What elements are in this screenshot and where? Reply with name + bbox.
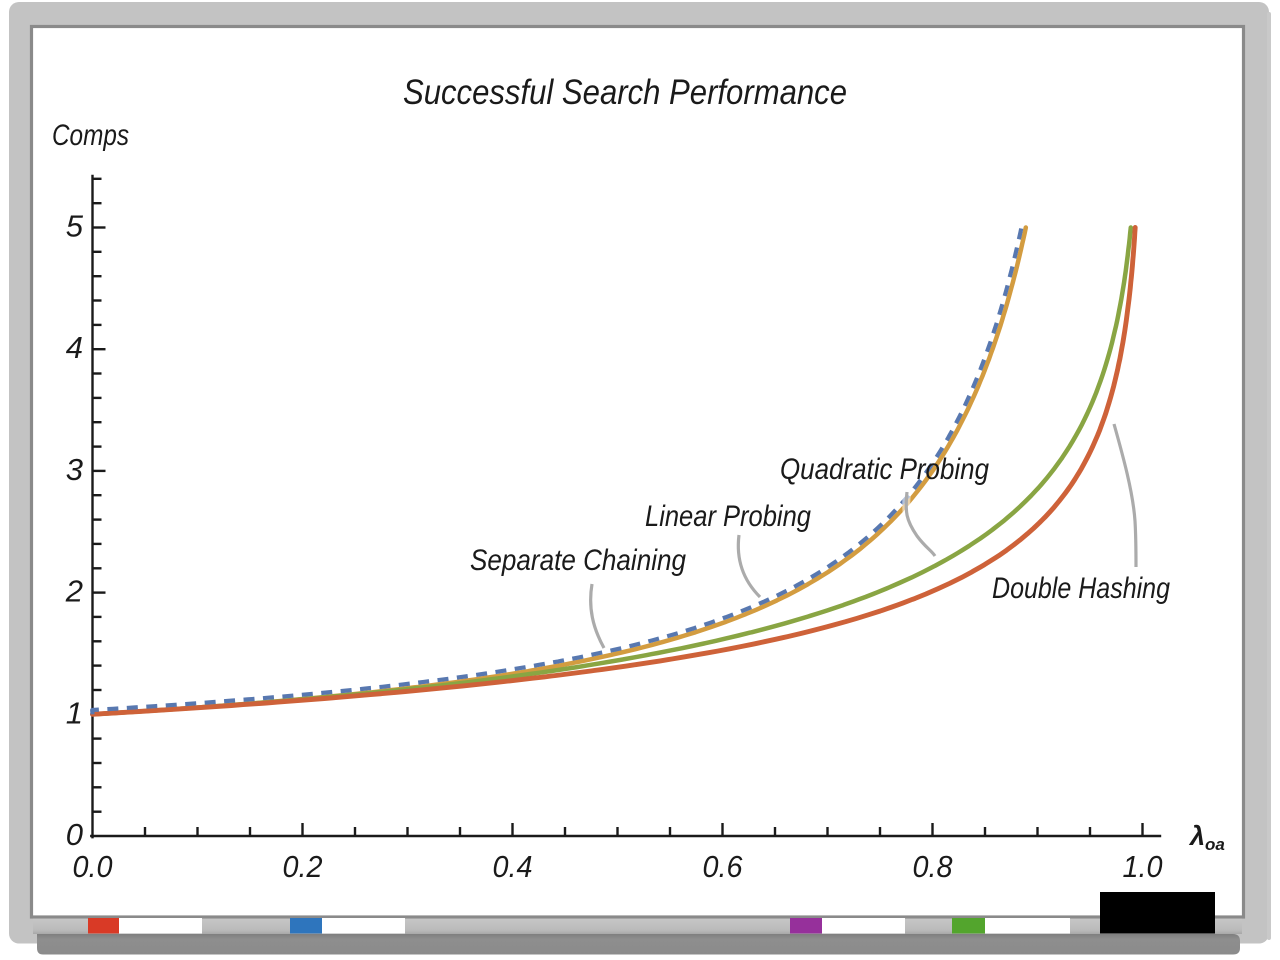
svg-text:0.8: 0.8 xyxy=(913,849,954,884)
svg-text:0.2: 0.2 xyxy=(283,849,323,884)
svg-text:Double Hashing: Double Hashing xyxy=(992,572,1170,605)
svg-text:4: 4 xyxy=(66,330,83,365)
svg-text:Linear Probing: Linear Probing xyxy=(645,500,811,533)
svg-text:1: 1 xyxy=(66,695,83,730)
svg-text:Quadratic Probing: Quadratic Probing xyxy=(780,453,989,486)
svg-text:Separate Chaining: Separate Chaining xyxy=(470,544,686,577)
svg-text:Comps: Comps xyxy=(52,119,129,152)
svg-text:0.4: 0.4 xyxy=(493,849,533,884)
svg-text:5: 5 xyxy=(66,209,84,244)
svg-text:0.0: 0.0 xyxy=(73,849,113,884)
svg-text:Successful Search Performance: Successful Search Performance xyxy=(403,73,847,112)
svg-text:0.6: 0.6 xyxy=(703,849,744,884)
svg-text:1.0: 1.0 xyxy=(1123,849,1163,884)
svg-text:2: 2 xyxy=(65,574,83,609)
svg-text:0: 0 xyxy=(66,817,83,852)
svg-text:3: 3 xyxy=(66,452,83,487)
